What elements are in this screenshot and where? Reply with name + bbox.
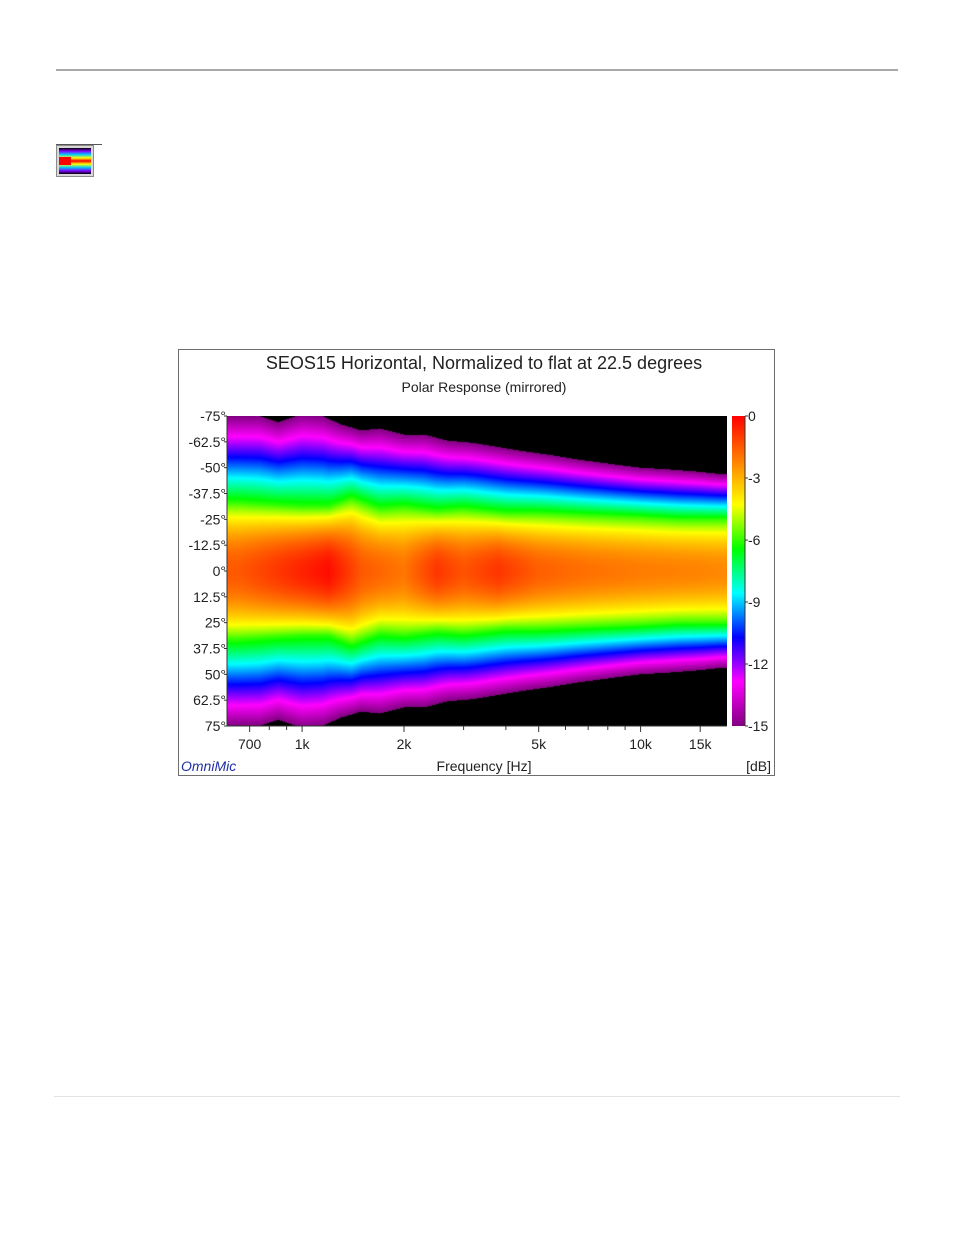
x-axis-label: Frequency [Hz] (437, 758, 532, 774)
y-tick-label: -12.5° (188, 537, 226, 553)
x-tick-label: 700 (238, 736, 262, 752)
y-tick-label: 75° (205, 718, 226, 734)
heatmap-plot-area (227, 416, 727, 726)
colorbar-gradient (732, 416, 745, 726)
y-tick-label: -25° (200, 511, 226, 527)
x-tick-label: 2k (397, 736, 413, 752)
colorbar-tick-label: -3 (748, 470, 761, 486)
x-tick-label: 1k (295, 736, 311, 752)
polar-response-chart: SEOS15 Horizontal, Normalized to flat at… (178, 349, 775, 776)
chart-subtitle: Polar Response (mirrored) (402, 379, 567, 395)
y-tick-label: 62.5° (193, 692, 226, 708)
x-tick-label: 10k (629, 736, 653, 752)
y-tick-label: 37.5° (193, 641, 226, 657)
y-tick-label: 0° (213, 563, 226, 579)
colorbar: 0 -3 -6 -9 -12 -15 (732, 408, 768, 734)
y-tick-label: -50° (200, 460, 226, 476)
colorbar-tick-label: 0 (748, 408, 756, 424)
colorbar-tick-label: -12 (748, 656, 768, 672)
colorbar-tick-label: -15 (748, 718, 768, 734)
thumbnail-caption-rule (56, 144, 102, 145)
chart-title: SEOS15 Horizontal, Normalized to flat at… (266, 353, 702, 373)
thumbnail-graphic (59, 148, 91, 174)
x-tick-label: 5k (531, 736, 547, 752)
heatmap-image (227, 416, 727, 726)
chart-svg: SEOS15 Horizontal, Normalized to flat at… (181, 353, 771, 774)
y-axis: -75° -62.5° -50° -37.5° -25° -12.5° 0° 12.5° 25°… (188, 408, 228, 734)
y-tick-label: -37.5° (188, 486, 226, 502)
y-tick-label: 25° (205, 615, 226, 631)
y-tick-label: -62.5° (188, 434, 226, 450)
y-tick-label: 50° (205, 666, 226, 682)
y-tick-label: 12.5° (193, 589, 226, 605)
brand-label[interactable]: OmniMic (181, 758, 236, 774)
y-tick-label: -75° (200, 408, 226, 424)
header-rule (56, 69, 898, 71)
polar-map-thumbnail-icon[interactable] (56, 145, 94, 177)
x-tick-label: 15k (689, 736, 713, 752)
x-axis: 700 1k 2k 5k 10k 15k (227, 725, 727, 752)
colorbar-tick-label: -9 (748, 594, 761, 610)
colorbar-unit-label: [dB] (746, 758, 771, 774)
colorbar-tick-label: -6 (748, 532, 761, 548)
footer-rule (54, 1096, 900, 1097)
